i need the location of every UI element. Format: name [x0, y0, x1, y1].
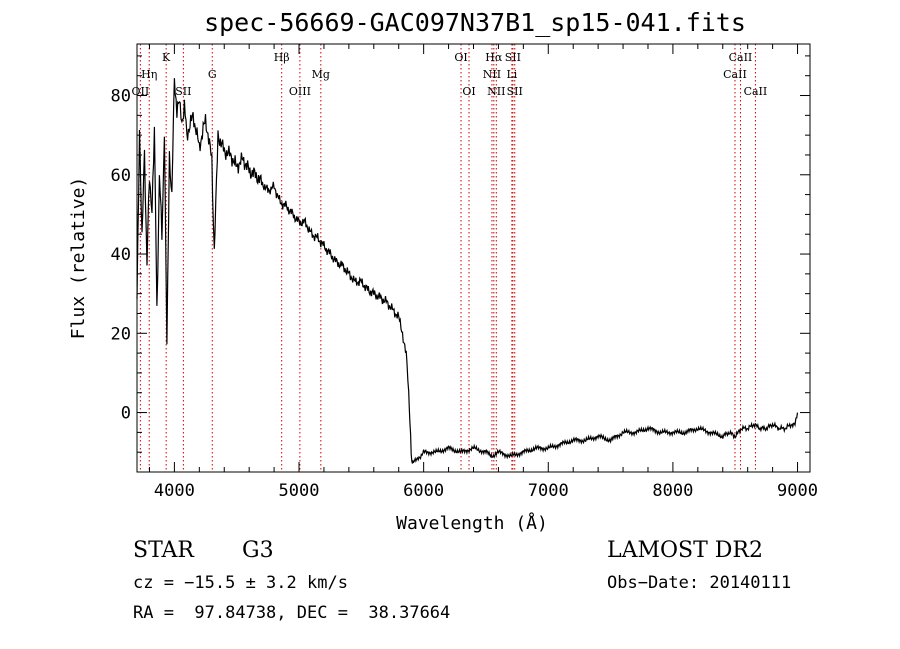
spectral-class: G3 — [242, 538, 274, 563]
line-markers — [139, 44, 756, 472]
line-marker-label-5: Hβ — [274, 51, 290, 64]
x-tick-label-0: 4000 — [154, 481, 195, 501]
plot-frame — [136, 43, 811, 473]
y-tick-label-0: 0 — [121, 404, 131, 424]
line-marker-label-14: SII — [505, 51, 521, 64]
line-marker-label-7: Mg — [312, 68, 330, 81]
line-marker-label-17: CaII — [729, 51, 753, 64]
line-marker-label-16: CaII — [723, 68, 747, 81]
x-tick-label-2: 6000 — [403, 481, 444, 501]
line-marker-label-13: Li — [506, 68, 517, 81]
x-tick-label-5: 9000 — [777, 481, 818, 501]
y-axis-label: Flux (relative) — [68, 177, 89, 340]
line-marker-label-3: SII — [175, 85, 191, 98]
x-tick-label-3: 7000 — [528, 481, 569, 501]
object-type: STAR — [133, 538, 194, 563]
redshift-info: cz = −15.5 ± 3.2 km/s — [133, 573, 348, 593]
chart-title: spec-56669-GAC097N37B1_sp15-041.fits — [204, 8, 746, 37]
line-marker-label-15: SII — [507, 85, 523, 98]
x-axis-ticks: 4000 5000 6000 7000 8000 9000 — [148, 44, 818, 501]
x-tick-label-4: 8000 — [652, 481, 693, 501]
y-tick-label-2: 40 — [111, 245, 131, 265]
x-axis-label: Wavelength (Å) — [396, 512, 548, 534]
line-marker-label-2: K — [162, 51, 171, 64]
y-axis-ticks: 0 20 40 60 80 — [111, 55, 810, 453]
y-tick-label-4: 80 — [111, 87, 131, 107]
line-marker-label-4: G — [208, 68, 217, 81]
y-tick-label-1: 20 — [111, 324, 131, 344]
spectrum-line — [136, 78, 799, 464]
line-marker-label-1: Hη — [141, 68, 157, 81]
line-marker-label-0: OII — [132, 85, 150, 98]
line-marker-label-10: NII — [483, 68, 501, 81]
line-marker-label-9: OI — [462, 85, 475, 98]
line-marker-label-12: NII — [487, 85, 505, 98]
line-marker-labels: OIIHηKSIIGHβOIIIMgOIOINIIHαNIILiSIISIICa… — [132, 51, 768, 98]
line-marker-label-11: Hα — [485, 51, 503, 64]
line-marker-label-8: OI — [454, 51, 467, 64]
line-marker-label-6: OIII — [289, 85, 311, 98]
line-marker-label-18: CaII — [744, 85, 768, 98]
observation-date: Obs−Date: 20140111 — [607, 573, 792, 593]
x-tick-label-1: 5000 — [279, 481, 320, 501]
survey-name: LAMOST DR2 — [607, 538, 763, 563]
y-tick-label-3: 60 — [111, 166, 131, 186]
coordinates: RA = 97.84738, DEC = 38.37664 — [133, 603, 451, 623]
